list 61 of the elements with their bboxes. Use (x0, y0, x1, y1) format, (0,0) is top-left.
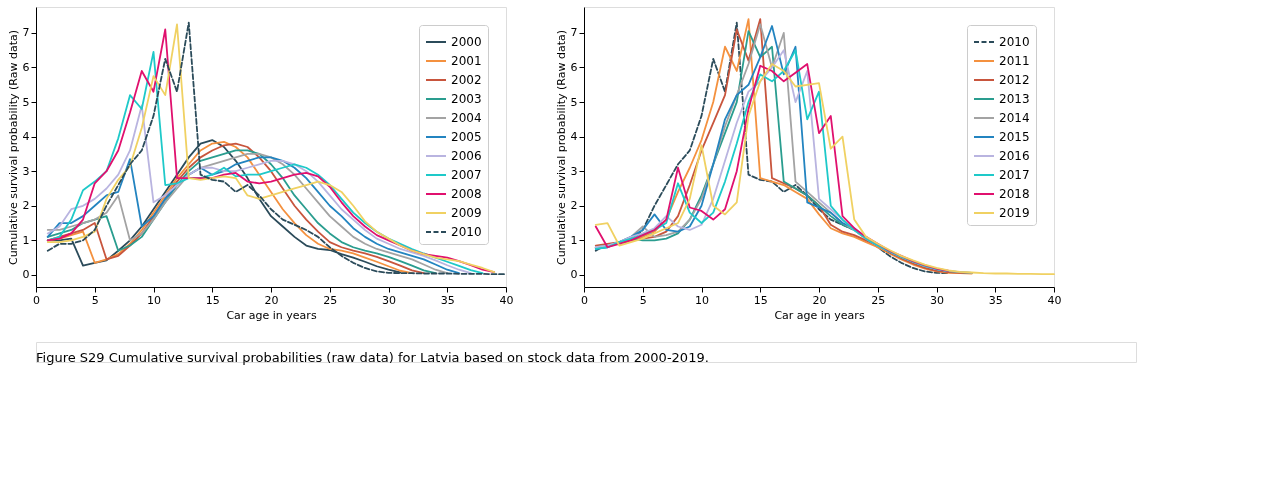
y-tick-label: 6 (22, 60, 30, 74)
y-tick-label: 1 (570, 233, 578, 247)
legend-label: 2010 (451, 225, 482, 239)
y-tick-label: 7 (22, 26, 30, 40)
legend-label: 2003 (451, 92, 482, 106)
y-tick-label: 0 (570, 268, 578, 282)
x-tick-label: 15 (753, 293, 768, 307)
y-axis-title: Cumulative survival probability (Raw data) (554, 29, 568, 266)
x-tick-label: 25 (871, 293, 886, 307)
legend-label: 2019 (999, 206, 1030, 220)
legend-label: 2006 (451, 149, 482, 163)
legend-label: 2014 (999, 111, 1030, 125)
legend-label: 2009 (451, 206, 482, 220)
legend-label: 2000 (451, 35, 482, 49)
y-tick-label: 4 (570, 130, 578, 144)
x-tick-label: 20 (812, 293, 827, 307)
x-axis-title: Car age in years (226, 308, 317, 322)
x-tick-label: 35 (988, 293, 1003, 307)
y-tick-label: 0 (22, 268, 30, 282)
legend-label: 2004 (451, 111, 482, 125)
x-tick-label: 5 (91, 293, 99, 307)
x-tick-label: 0 (581, 293, 588, 307)
x-tick-label: 5 (639, 293, 647, 307)
legend-label: 2017 (999, 168, 1030, 182)
x-tick-label: 40 (499, 293, 514, 307)
x-tick-label: 0 (33, 293, 40, 307)
y-tick-label: 3 (22, 164, 30, 178)
x-tick-label: 30 (930, 293, 944, 307)
legend-label: 2011 (999, 54, 1030, 68)
y-tick-label: 3 (570, 164, 578, 178)
legend-label: 2007 (451, 168, 482, 182)
caption: Figure S29 Cumulative survival probabilities (raw data) for Latvia based on stock data from 2000-2019. (36, 350, 709, 365)
x-tick-label: 10 (695, 293, 709, 307)
legend-label: 2001 (451, 54, 482, 68)
legend-label: 2018 (999, 187, 1030, 201)
legend-label: 2012 (999, 73, 1030, 87)
y-tick-label: 2 (570, 199, 578, 213)
x-axis-title: Car age in years (774, 308, 865, 322)
x-tick-label: 25 (323, 293, 338, 307)
y-tick-label: 1 (22, 233, 30, 247)
legend-label: 2008 (451, 187, 482, 201)
y-tick-label: 2 (22, 199, 30, 213)
x-tick-label: 10 (147, 293, 161, 307)
x-tick-label: 30 (382, 293, 396, 307)
legend-label: 2010 (999, 35, 1030, 49)
legend-label: 2015 (999, 130, 1030, 144)
x-tick-label: 15 (205, 293, 220, 307)
x-tick-label: 40 (1047, 293, 1062, 307)
y-tick-label: 7 (570, 26, 578, 40)
line-series (594, 63, 1055, 276)
legend-label: 2016 (999, 149, 1030, 163)
y-tick-label: 6 (570, 60, 578, 74)
legend-label: 2002 (451, 73, 482, 87)
legend-label: 2005 (451, 130, 482, 144)
x-tick-label: 35 (440, 293, 455, 307)
y-tick-label: 5 (22, 95, 30, 109)
x-tick-label: 20 (264, 293, 279, 307)
y-axis-title: Cumulative survival probability (Raw data) (6, 29, 20, 266)
y-tick-label: 5 (570, 95, 578, 109)
y-tick-label: 4 (22, 130, 30, 144)
legend-label: 2013 (999, 92, 1030, 106)
